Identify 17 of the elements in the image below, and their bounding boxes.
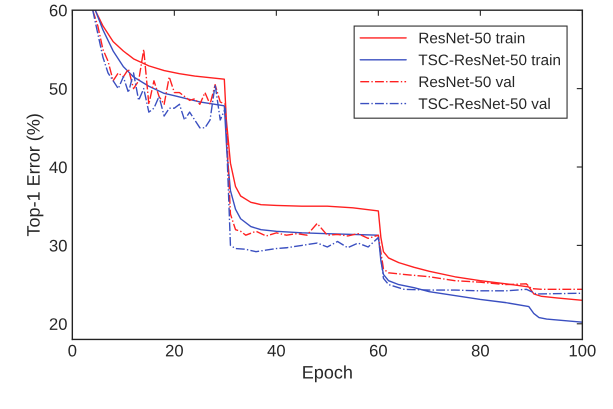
x-tick-label: 40 [267, 344, 285, 357]
legend-label: TSC-ResNet-50 val [418, 98, 550, 110]
y-tick-label: 50 [50, 83, 67, 95]
y-tick-label: 30 [50, 240, 67, 252]
y-tick-label: 60 [50, 4, 67, 16]
x-tick-label: 20 [166, 344, 183, 357]
y-axis-title: Top-1 Error (%) [26, 114, 44, 236]
legend-label: ResNet-50 train [420, 32, 524, 44]
y-tick-label: 40 [49, 161, 67, 174]
x-tick-label: 60 [370, 344, 387, 357]
legend-label: ResNet-50 val [420, 76, 514, 88]
legend-label: TSC-ResNet-50 train [418, 54, 560, 66]
x-axis-title: Epoch [303, 365, 352, 382]
y-tick-label: 20 [50, 318, 67, 330]
x-tick-label: 100 [570, 344, 596, 357]
x-tick-label: 0 [68, 344, 76, 357]
x-tick-label: 80 [472, 344, 489, 357]
